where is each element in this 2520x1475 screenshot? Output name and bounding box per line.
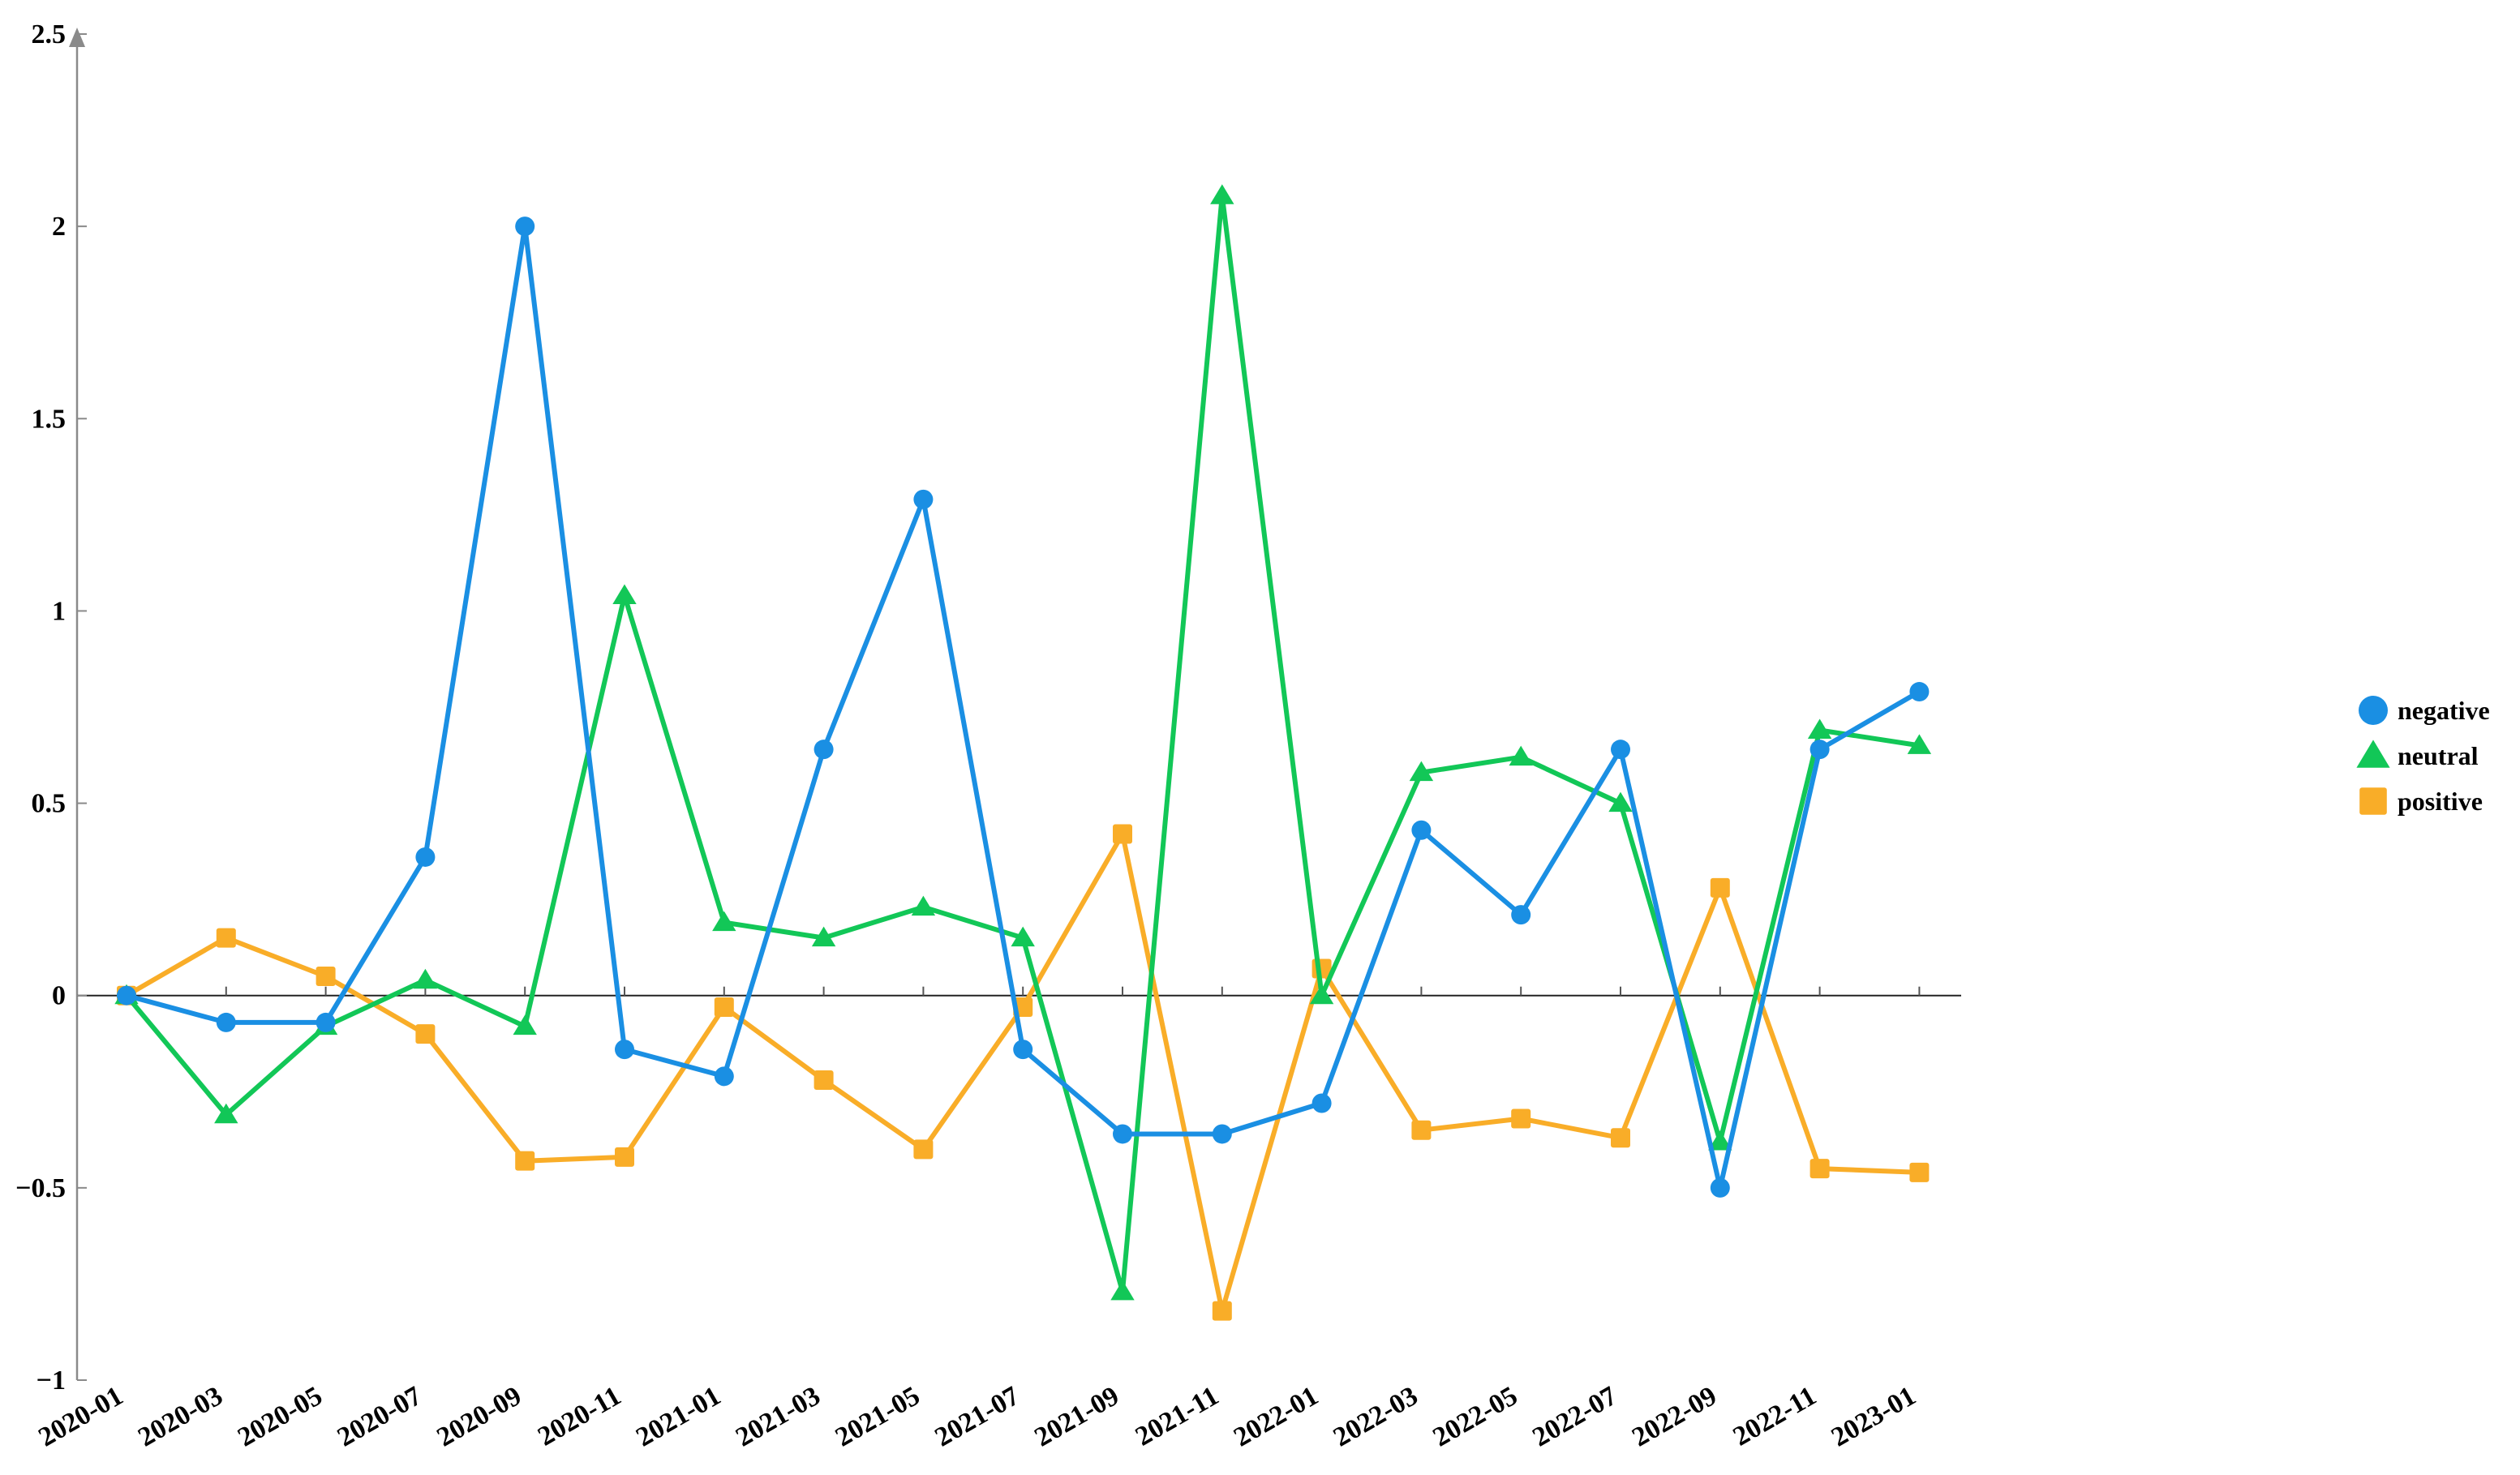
x-tick-label: 2021-03 [731,1381,826,1453]
data-point-neutral [1509,745,1533,766]
data-point-positive [515,1151,535,1171]
legend-label: neutral [2398,741,2479,770]
y-tick-label: −0.5 [15,1173,66,1203]
x-tick-label: 2022-07 [1527,1381,1622,1453]
data-point-neutral [811,926,836,947]
data-point-neutral [612,584,637,604]
x-tick-label: 2021-11 [1131,1381,1224,1452]
data-point-neutral [1110,1280,1135,1301]
data-point-positive [1909,1162,1930,1182]
x-tick-label: 2020-11 [533,1381,626,1452]
data-point-negative [1611,740,1630,760]
data-point-neutral [1309,984,1334,1005]
data-point-positive [1810,1159,1830,1179]
data-point-positive [1411,1120,1432,1140]
data-point-positive [316,967,336,986]
series-layer [114,184,1932,1321]
legend-marker-positive [2359,787,2387,815]
x-tick-label: 2020-05 [233,1381,328,1453]
data-point-neutral [911,895,936,916]
data-point-positive [714,997,734,1017]
data-point-positive [1212,1301,1232,1321]
x-tick-label: 2023-01 [1827,1381,1921,1453]
x-tick-label: 2022-09 [1627,1381,1722,1453]
y-tick-label: 2.5 [32,19,67,49]
series-line-neutral [124,193,1920,1294]
data-point-negative [913,489,934,509]
data-point-neutral [413,968,438,989]
series-neutral [114,184,1932,1301]
data-point-positive [1611,1128,1630,1148]
legend-item-neutral: neutral [2356,740,2479,770]
data-point-positive [913,1139,934,1160]
data-point-positive [814,1070,834,1091]
data-point-negative [117,985,136,1005]
data-point-negative [615,1040,634,1060]
data-point-negative [316,1012,336,1032]
data-point-negative [1909,682,1930,702]
data-point-negative [814,740,834,760]
data-point-neutral [1011,926,1035,947]
series-negative [117,217,1930,1198]
data-point-negative [1212,1124,1232,1144]
x-tick-label: 2022-03 [1329,1381,1423,1453]
series-positive [117,824,1930,1321]
y-axis-arrow [69,28,85,47]
data-point-negative [1113,1124,1132,1144]
data-point-neutral [513,1014,537,1036]
y-tick-label: 0.5 [32,789,67,819]
data-point-negative [415,847,436,867]
data-point-negative [714,1066,734,1087]
y-tick-label: 1 [52,596,66,626]
x-tick-label: 2021-05 [831,1381,925,1453]
x-tick-label: 2021-01 [631,1381,726,1453]
data-point-positive [216,928,236,948]
y-tick-label: 1.5 [32,404,67,434]
data-point-neutral [1608,791,1633,813]
legend-marker-negative [2359,696,2388,725]
data-point-negative [1710,1177,1730,1198]
x-tick-label: 2020-03 [133,1381,228,1453]
data-point-neutral [712,911,736,932]
data-point-positive [1511,1108,1531,1129]
data-point-neutral [1210,184,1234,204]
data-point-negative [1810,740,1830,760]
data-point-negative [1511,905,1531,925]
data-point-negative [515,217,535,237]
x-tick-label: 2022-05 [1428,1381,1523,1453]
data-point-negative [1013,1040,1033,1060]
data-point-neutral [214,1103,238,1124]
x-tick-label: 2020-09 [432,1381,527,1453]
data-point-positive [615,1147,634,1167]
data-point-positive [1710,877,1730,898]
data-point-neutral [1907,734,1932,754]
legend-label: negative [2398,696,2490,725]
data-point-neutral [1708,1130,1732,1151]
legend-item-negative: negative [2359,696,2490,725]
data-point-neutral [1807,718,1832,739]
data-point-positive [1113,824,1132,844]
legend-marker-neutral [2356,740,2390,768]
data-point-negative [1411,820,1432,840]
y-tick-label: 2 [52,212,66,242]
y-tick-label: −1 [36,1366,66,1396]
legend-item-positive: positive [2359,787,2483,816]
x-tick-label: 2020-07 [333,1381,427,1453]
data-point-negative [216,1012,236,1032]
data-point-negative [1312,1093,1332,1113]
x-tick-label: 2021-07 [930,1381,1025,1453]
y-tick-label: 0 [52,981,66,1011]
legend-label: positive [2398,787,2483,816]
x-tick-label: 2022-01 [1229,1381,1324,1453]
data-point-positive [415,1024,436,1044]
x-tick-label: 2021-09 [1029,1381,1124,1453]
data-point-neutral [1409,761,1434,782]
legend: negative neutral positive [2356,696,2490,816]
x-tick-label: 2022-11 [1728,1381,1822,1452]
